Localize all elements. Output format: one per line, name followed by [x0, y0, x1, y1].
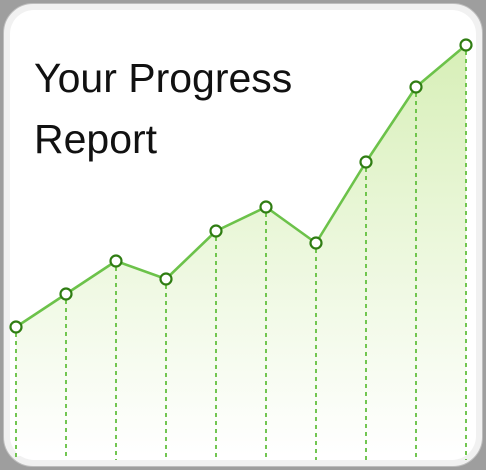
progress-chart — [9, 38, 473, 460]
data-points — [9, 38, 473, 334]
series-line-layer — [15, 44, 467, 329]
drop-lines — [15, 51, 467, 460]
data-point-8 — [359, 155, 373, 169]
area-layer — [16, 45, 466, 456]
data-point-1 — [9, 320, 23, 334]
data-point-7 — [309, 236, 323, 250]
area-fill — [16, 45, 466, 456]
data-point-2 — [59, 287, 73, 301]
data-point-10 — [459, 38, 473, 52]
chart-title: Your Progress Report — [34, 55, 293, 162]
data-point-4 — [159, 272, 173, 286]
data-point-3 — [109, 254, 123, 268]
report-card: Your Progress Report — [3, 3, 483, 467]
data-point-5 — [209, 224, 223, 238]
series-line — [15, 44, 467, 329]
data-point-6 — [259, 200, 273, 214]
data-point-9 — [409, 80, 423, 94]
